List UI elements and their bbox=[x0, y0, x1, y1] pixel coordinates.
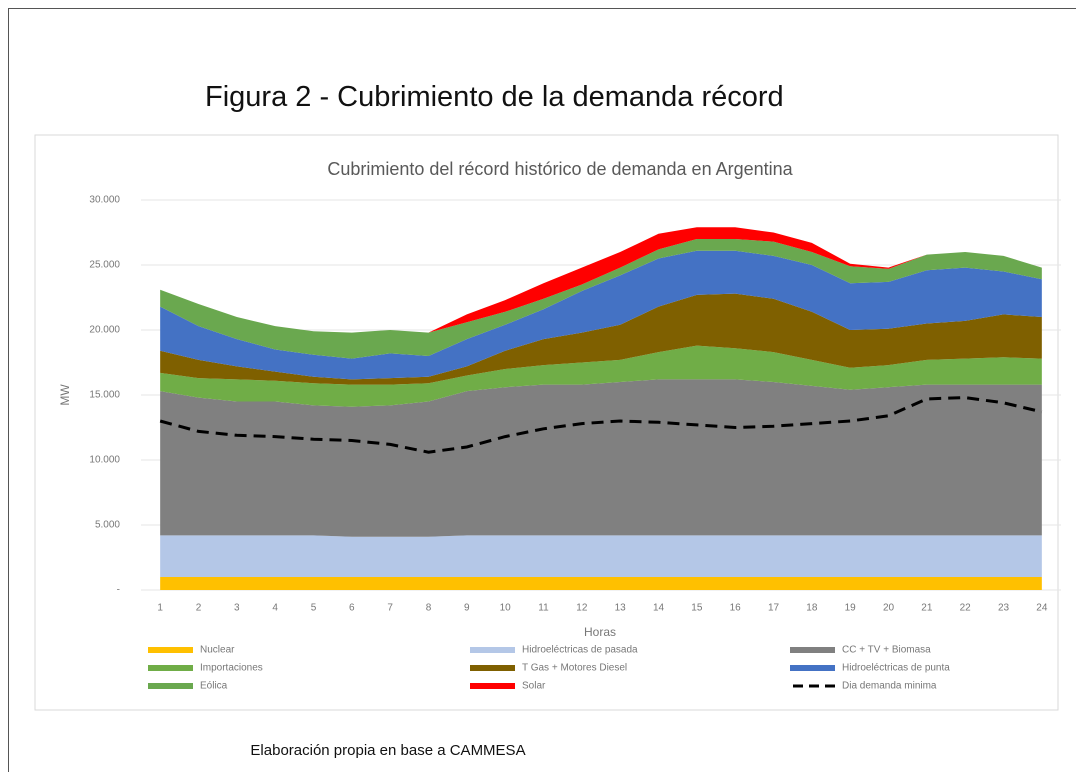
x-tick-label: 10 bbox=[500, 603, 512, 614]
area bbox=[160, 379, 1042, 537]
x-tick-label: 4 bbox=[272, 603, 278, 614]
y-tick-label: 20.000 bbox=[89, 325, 120, 336]
area bbox=[160, 535, 1042, 577]
x-tick-label: 14 bbox=[653, 603, 665, 614]
x-tick-label: 21 bbox=[921, 603, 933, 614]
legend-swatch bbox=[148, 647, 193, 653]
caption: Elaboración propia en base a CAMMESA bbox=[250, 742, 526, 759]
x-tick-label: 17 bbox=[768, 603, 780, 614]
legend-swatch bbox=[790, 647, 835, 653]
x-tick-label: 11 bbox=[538, 603, 549, 614]
legend-swatch bbox=[470, 647, 515, 653]
chart-title: Cubrimiento del récord histórico de dema… bbox=[327, 159, 793, 179]
area bbox=[160, 345, 1042, 407]
y-tick-label: 25.000 bbox=[89, 260, 120, 271]
x-tick-label: 22 bbox=[960, 603, 972, 614]
x-tick-label: 7 bbox=[387, 603, 393, 614]
chart-frame bbox=[34, 134, 1059, 711]
area bbox=[160, 227, 1042, 333]
x-tick-label: 6 bbox=[349, 603, 355, 614]
y-tick-label: 10.000 bbox=[89, 455, 120, 466]
legend-label: Hidroeléctricas de punta bbox=[842, 663, 950, 674]
legend-label: CC + TV + Biomasa bbox=[842, 645, 931, 656]
legend-label: T Gas + Motores Diesel bbox=[522, 663, 627, 674]
legend-label: Nuclear bbox=[200, 645, 235, 656]
x-tick-label: 12 bbox=[576, 603, 588, 614]
x-tick-label: 8 bbox=[426, 603, 432, 614]
x-tick-label: 1 bbox=[157, 603, 163, 614]
x-tick-label: 19 bbox=[845, 603, 857, 614]
y-tick-label: 30.000 bbox=[89, 195, 120, 206]
x-tick-label: 5 bbox=[311, 603, 317, 614]
area bbox=[160, 293, 1042, 385]
x-tick-label: 18 bbox=[806, 603, 818, 614]
x-tick-label: 15 bbox=[691, 603, 703, 614]
x-axis-label: Horas bbox=[584, 625, 616, 639]
legend-swatch bbox=[470, 683, 515, 689]
legend-label: Importaciones bbox=[200, 663, 263, 674]
y-tick-label: - bbox=[117, 585, 120, 596]
area bbox=[160, 577, 1042, 590]
page: Figura 2 - Cubrimiento de la demanda réc… bbox=[8, 8, 1076, 772]
x-tick-label: 2 bbox=[196, 603, 202, 614]
legend-label: Eólica bbox=[200, 681, 228, 692]
line bbox=[159, 396, 1043, 454]
x-tick-label: 13 bbox=[615, 603, 627, 614]
legend-swatch bbox=[470, 665, 515, 671]
x-tick-label: 23 bbox=[998, 603, 1010, 614]
legend-swatch bbox=[148, 665, 193, 671]
legend-label: Solar bbox=[522, 681, 546, 692]
x-tick-label: 16 bbox=[730, 603, 742, 614]
y-axis-label: MW bbox=[58, 384, 72, 406]
x-tick-label: 24 bbox=[1036, 603, 1048, 614]
legend-label: Dia demanda minima bbox=[842, 681, 937, 692]
figure-title: Figura 2 - Cubrimiento de la demanda réc… bbox=[205, 81, 784, 113]
area bbox=[160, 239, 1042, 359]
legend-label: Hidroeléctricas de pasada bbox=[522, 645, 638, 656]
x-tick-label: 3 bbox=[234, 603, 240, 614]
y-tick-label: 15.000 bbox=[89, 390, 120, 401]
y-tick-label: 5.000 bbox=[95, 520, 120, 531]
x-tick-label: 9 bbox=[464, 603, 470, 614]
x-tick-label: 20 bbox=[883, 603, 895, 614]
legend-swatch bbox=[148, 683, 193, 689]
area bbox=[160, 250, 1042, 380]
legend-swatch bbox=[790, 665, 835, 671]
